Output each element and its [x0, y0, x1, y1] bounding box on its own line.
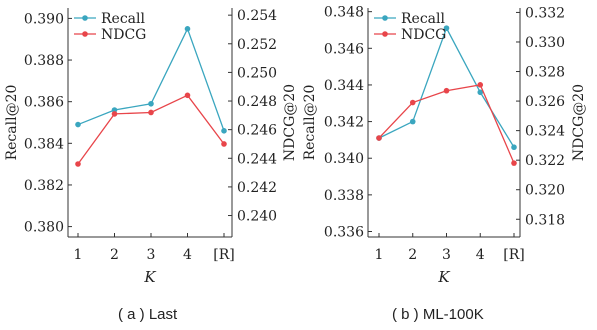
a-series-ndcg-point [184, 92, 191, 99]
b-series-ndcg-line [378, 84, 515, 164]
a-ytick-right-label: 0.254 [237, 8, 277, 24]
b-ytick-right-label: 0.324 [525, 124, 565, 140]
b-legend-label-recall: Recall [401, 11, 445, 27]
b-ytick-right-label: 0.320 [525, 183, 565, 199]
a-ytick-right-label: 0.244 [237, 151, 277, 167]
a-xtick-label: 4 [183, 247, 192, 263]
a-ylabel-right: NDCG@20 [282, 84, 298, 161]
a-legend-label-recall: Recall [101, 11, 145, 27]
b-ytick-left-label: 0.348 [324, 5, 364, 21]
b-series-ndcg-point [376, 135, 382, 141]
b-ytick-right-label: 0.328 [525, 65, 565, 81]
b-series-ndcg-point [511, 160, 517, 166]
b-xtick-label: 2 [408, 247, 417, 263]
a-series-ndcg-point [75, 161, 81, 167]
caption-b: ( b ) ML-100K [392, 306, 484, 323]
b-ytick-left-label: 0.338 [324, 188, 364, 204]
b-series-recall-point [511, 144, 517, 151]
b-ytick-left-label: 0.342 [324, 115, 364, 131]
a-xtick-label: [R] [213, 247, 234, 263]
b-series-recall-point [443, 25, 450, 31]
a-ytick-right-label: 0.240 [237, 209, 277, 225]
a-ytick-left-label: 0.390 [24, 11, 64, 27]
a-ytick-right-label: 0.252 [237, 37, 277, 53]
b-legend-marker-ndcg [382, 31, 388, 37]
a-ytick-right-label: 0.242 [237, 180, 277, 196]
a-series-ndcg-point [111, 111, 118, 117]
a-series-recall-point [184, 26, 191, 32]
b-ytick-left-label: 0.340 [324, 151, 364, 167]
b-ytick-right-label: 0.330 [525, 35, 565, 51]
b-series-ndcg-point [443, 87, 450, 94]
a-ytick-left-label: 0.384 [24, 136, 64, 152]
b-legend-label-ndcg: NDCG [401, 27, 446, 43]
b-ylabel-right: NDCG@20 [571, 84, 587, 161]
b-series-recall-point [477, 89, 484, 96]
b-ytick-right-label: 0.322 [525, 153, 565, 169]
a-ytick-right-label: 0.248 [237, 94, 277, 110]
b-series-recall-line [378, 26, 515, 148]
b-xtick-label: [R] [503, 247, 524, 263]
a-legend-marker-recall [82, 15, 88, 21]
a-series-ndcg-point [221, 141, 227, 147]
b-xtick-label: 3 [442, 247, 451, 263]
b-xlabel: K [437, 268, 450, 286]
b-xtick-label: 4 [476, 247, 485, 263]
caption-a: ( a ) Last [118, 306, 178, 323]
b-legend-marker-recall [382, 15, 388, 21]
b-ytick-right-label: 0.318 [525, 212, 565, 228]
a-ytick-right-label: 0.246 [237, 123, 277, 139]
a-ytick-left-label: 0.382 [24, 178, 64, 194]
a-xtick-label: 1 [74, 247, 83, 263]
b-series-ndcg-point [477, 82, 484, 88]
b-xtick-label: 1 [375, 247, 384, 263]
a-series-recall-point [148, 100, 154, 107]
b-ytick-right-label: 0.326 [525, 94, 565, 110]
a-xtick-label: 2 [110, 247, 119, 263]
a-ytick-left-label: 0.386 [24, 95, 64, 111]
a-ytick-left-label: 0.380 [24, 220, 64, 236]
a-ytick-left-label: 0.388 [24, 53, 64, 69]
a-series-recall-point [75, 121, 81, 128]
b-ytick-right-label: 0.332 [525, 5, 565, 21]
b-ytick-left-label: 0.346 [324, 41, 364, 57]
b-series-recall-point [409, 118, 416, 125]
a-series-ndcg-point [148, 109, 154, 116]
a-xtick-label: 3 [147, 247, 156, 263]
b-series-ndcg-point [409, 99, 416, 106]
a-legend-marker-ndcg [82, 31, 88, 37]
a-xlabel: K [143, 268, 156, 286]
a-series-recall-point [111, 107, 118, 113]
b-ytick-left-label: 0.344 [324, 78, 364, 94]
a-ylabel-left: Recall@20 [4, 85, 20, 161]
b-ytick-left-label: 0.336 [324, 225, 364, 241]
a-series-recall-point [221, 128, 227, 134]
a-ytick-right-label: 0.250 [237, 65, 277, 81]
b-ylabel-left: Recall@20 [302, 85, 318, 161]
a-legend-label-ndcg: NDCG [101, 27, 146, 43]
